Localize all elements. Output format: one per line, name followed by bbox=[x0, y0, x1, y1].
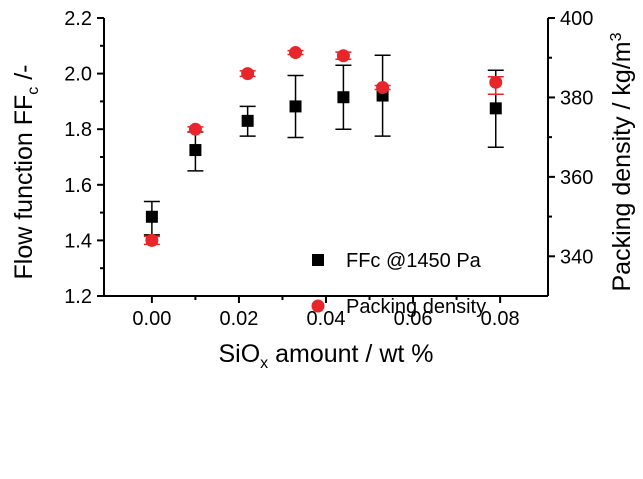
left-y-tick-label: 1.6 bbox=[64, 175, 92, 197]
legend-label: FFc @1450 Pa bbox=[346, 250, 482, 272]
left-y-axis-title: Flow function FFc /- bbox=[10, 65, 42, 280]
left-y-tick-label: 2.2 bbox=[64, 8, 92, 30]
legend-marker bbox=[311, 299, 325, 313]
x-tick-label: 0.08 bbox=[481, 308, 520, 330]
left-y-tick-label: 1.8 bbox=[64, 119, 92, 141]
data-point bbox=[336, 49, 350, 63]
data-point bbox=[188, 122, 202, 136]
data-point bbox=[489, 75, 503, 89]
right-y-tick-label: 340 bbox=[560, 246, 593, 268]
series-2 bbox=[143, 46, 504, 247]
data-point bbox=[189, 144, 202, 157]
data-point bbox=[376, 81, 390, 94]
x-tick-label: 0.06 bbox=[394, 308, 433, 330]
legend-marker bbox=[312, 254, 324, 266]
data-point bbox=[145, 210, 158, 223]
right-y-axis-title: Packing density / kg/m3 bbox=[608, 32, 636, 291]
x-tick-label: 0.00 bbox=[132, 308, 171, 330]
x-axis-title: SiOx amount / wt % bbox=[218, 340, 433, 372]
left-y-tick-label: 2.0 bbox=[64, 64, 92, 86]
left-y-tick-label: 1.2 bbox=[64, 286, 92, 308]
left-y-tick-label: 1.4 bbox=[64, 230, 92, 252]
data-point bbox=[289, 46, 303, 60]
right-y-tick-label: 380 bbox=[560, 87, 593, 109]
data-point bbox=[337, 91, 350, 104]
data-point bbox=[289, 100, 302, 113]
right-y-tick-label: 360 bbox=[560, 167, 593, 189]
data-point bbox=[241, 67, 255, 81]
x-tick-label: 0.02 bbox=[219, 308, 258, 330]
right-y-tick-label: 400 bbox=[560, 8, 593, 30]
data-point bbox=[145, 233, 159, 247]
legend-label: Packing density bbox=[346, 296, 486, 318]
series-1 bbox=[143, 54, 504, 236]
data-point bbox=[241, 114, 254, 127]
data-point bbox=[489, 102, 502, 115]
x-tick-label: 0.04 bbox=[307, 308, 346, 330]
legend-item-1: FFc @1450 Pa bbox=[312, 250, 482, 272]
legend-item-2: Packing density bbox=[311, 296, 486, 318]
